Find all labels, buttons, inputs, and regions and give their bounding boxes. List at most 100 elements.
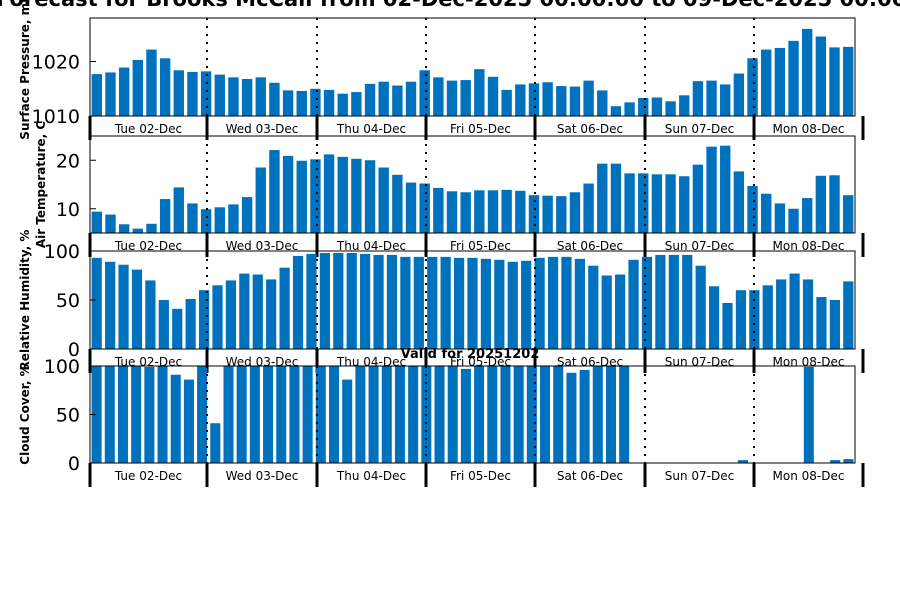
- bar: [296, 90, 307, 116]
- bar: [183, 379, 194, 463]
- bar: [528, 195, 540, 233]
- bar: [628, 259, 639, 349]
- bar: [170, 374, 181, 463]
- y-tick-label: 50: [56, 290, 80, 312]
- bar: [679, 176, 690, 233]
- bar: [638, 173, 649, 233]
- bar: [310, 88, 321, 116]
- bar: [733, 171, 745, 233]
- bar: [789, 273, 800, 349]
- x-tick-label: Sun 07-Dec: [665, 239, 734, 253]
- y-axis-label: Air Temperature, C: [34, 121, 48, 249]
- bar: [776, 279, 787, 349]
- axes-frame: [89, 135, 856, 234]
- bar: [665, 174, 676, 233]
- bar: [329, 366, 340, 463]
- bar: [467, 257, 478, 349]
- bar: [638, 98, 649, 116]
- y-tick-label: 50: [56, 405, 80, 427]
- bar: [434, 366, 445, 463]
- bar: [829, 47, 840, 116]
- bar: [501, 189, 512, 233]
- bar: [487, 366, 498, 463]
- bar: [735, 290, 747, 349]
- bar: [583, 80, 594, 116]
- bar: [159, 58, 171, 116]
- bar: [282, 90, 294, 116]
- bar: [528, 83, 540, 116]
- bar: [692, 81, 704, 116]
- bar: [682, 254, 693, 349]
- bar: [408, 366, 419, 463]
- bar: [255, 77, 266, 116]
- bar: [774, 47, 786, 116]
- bar: [802, 279, 814, 349]
- bar: [276, 366, 287, 463]
- x-tick-label: Mon 08-Dec: [773, 122, 845, 136]
- chart-title: Forecast for Brooks McCall from 02-Dec-2…: [0, 0, 900, 11]
- bar: [323, 154, 335, 233]
- bar: [118, 67, 130, 116]
- bar: [592, 366, 603, 463]
- bar: [306, 253, 317, 349]
- bar: [360, 253, 371, 349]
- bar: [419, 70, 430, 116]
- y-tick-label: 0: [68, 453, 80, 475]
- bar: [368, 366, 379, 463]
- panel-4: 0 50 100 Tue 02-Dec Wed 03-Dec Thu 04-Dec Fri …: [18, 356, 865, 487]
- bar: [815, 36, 827, 117]
- bar: [534, 257, 545, 349]
- bar: [173, 187, 184, 233]
- bar: [830, 460, 841, 463]
- bar: [91, 366, 102, 463]
- bar: [651, 97, 663, 116]
- y-axis-label: Relative Humidity, %: [18, 230, 32, 371]
- panel-2: 10 20 Tue 02-Dec Wed 03-Dec Thu 04-Dec Fri 05…: [34, 121, 865, 257]
- bar: [641, 256, 653, 349]
- bar: [131, 269, 143, 349]
- bar: [351, 158, 362, 233]
- bar: [706, 146, 717, 233]
- bar: [453, 257, 465, 349]
- bar: [515, 84, 526, 116]
- bar: [91, 211, 103, 233]
- x-tick-label: Wed 03-Dec: [226, 355, 299, 369]
- bar: [842, 195, 854, 233]
- bar: [829, 300, 840, 349]
- bar: [346, 252, 357, 349]
- bar: [214, 74, 225, 116]
- bar: [159, 199, 171, 233]
- bar: [392, 174, 403, 233]
- bar: [187, 203, 198, 233]
- bar: [228, 204, 239, 233]
- bar: [310, 159, 321, 233]
- bar: [526, 366, 537, 463]
- bar: [540, 366, 551, 463]
- x-tick-label: Tue 02-Dec: [114, 469, 182, 483]
- x-tick-label: Sun 07-Dec: [665, 469, 734, 483]
- bar: [279, 267, 290, 349]
- y-tick-label: 100: [44, 241, 80, 263]
- bar: [355, 366, 366, 463]
- bar: [605, 366, 616, 463]
- bar: [144, 366, 155, 463]
- bar: [816, 297, 827, 349]
- bar: [749, 290, 760, 349]
- bar: [446, 191, 458, 233]
- bar: [394, 366, 405, 463]
- y-tick-label: 1020: [32, 52, 80, 74]
- bar: [105, 72, 116, 116]
- y-axis-label: Surface Pressure, mb: [18, 0, 32, 140]
- bar: [236, 366, 247, 463]
- bar: [319, 252, 330, 349]
- bar: [342, 379, 353, 463]
- bar: [708, 286, 720, 349]
- bar: [185, 299, 196, 349]
- x-tick-label: Wed 03-Dec: [226, 469, 299, 483]
- x-tick-label: Mon 08-Dec: [773, 355, 845, 369]
- bar: [447, 366, 458, 463]
- axes-frame: [89, 17, 856, 117]
- bar: [145, 280, 156, 349]
- bar: [433, 187, 444, 233]
- bar: [706, 80, 717, 116]
